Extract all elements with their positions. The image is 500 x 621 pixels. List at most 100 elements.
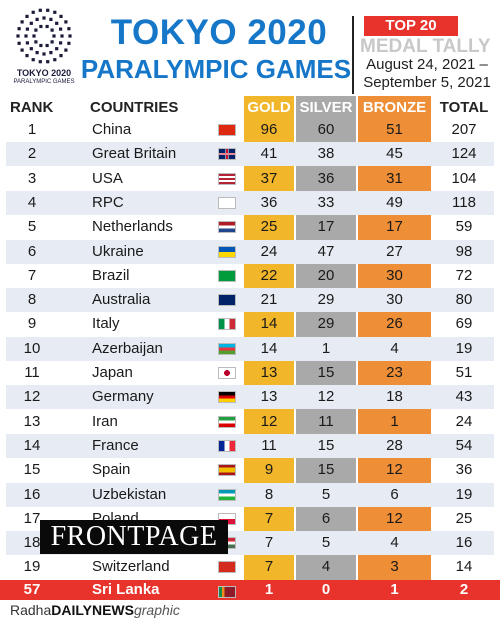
header: TOKYO 2020 PARALYMPIC GAMES TOKYO 2020 P… <box>0 0 500 96</box>
bronze-cell: 4 <box>390 534 399 552</box>
row-band <box>6 385 494 410</box>
country-cell: RPC <box>92 193 124 211</box>
country-cell: Germany <box>92 388 154 406</box>
country-cell: France <box>92 436 139 454</box>
australia-flag-icon <box>218 294 236 307</box>
country-cell: Spain <box>92 461 131 479</box>
rank-cell: 11 <box>24 364 40 381</box>
usa-flag-icon <box>218 172 236 185</box>
bronze-cell: 3 <box>390 558 399 576</box>
highlight-row: 57 Sri Lanka 1 0 1 2 <box>0 580 500 600</box>
emblem-dot <box>49 51 53 55</box>
gold-cell: 36 <box>260 193 278 211</box>
gold-cell: 7 <box>264 509 274 527</box>
japan-flag-icon <box>218 367 236 379</box>
logo-line2: PARALYMPIC GAMES <box>13 79 75 85</box>
silver-cell: 17 <box>317 218 335 236</box>
emblem-dot <box>38 8 42 12</box>
emblem-dot <box>46 8 50 12</box>
silver-cell: 12 <box>317 388 335 406</box>
emblem-dot <box>64 20 68 24</box>
total-cell: 72 <box>455 266 473 284</box>
row-band <box>6 239 494 264</box>
gold-cell: 9 <box>264 461 274 479</box>
total-cell: 43 <box>455 388 473 406</box>
credit-name: Radha <box>10 602 52 618</box>
gold-cell: 25 <box>260 218 278 236</box>
header-rank: RANK <box>10 99 54 116</box>
table-row: 4 RPC 36 33 49 118 <box>0 190 500 215</box>
emblem-dot <box>34 40 38 44</box>
table-row: 14 France 11 15 28 54 <box>0 433 500 458</box>
total-cell: 80 <box>455 291 473 309</box>
gold-cell: 12 <box>260 412 278 430</box>
total-cell: 19 <box>455 485 473 503</box>
silver-cell: 5 <box>321 485 331 503</box>
gold-cell: 8 <box>264 485 274 503</box>
emblem-dot <box>24 34 28 38</box>
bronze-cell: 4 <box>390 339 399 357</box>
spain-flag-icon <box>218 464 236 477</box>
silver-cell: 15 <box>317 461 335 479</box>
gold-cell: 14 <box>260 315 278 333</box>
emblem-dot <box>34 28 38 32</box>
bronze-cell: 26 <box>386 315 403 333</box>
silver-cell: 4 <box>321 558 331 576</box>
emblem-dot <box>55 21 59 25</box>
header-total: TOTAL <box>439 99 489 116</box>
iran-flag-icon <box>218 415 236 428</box>
row-band <box>6 482 494 507</box>
rank-cell: 4 <box>27 193 37 211</box>
emblem-dot <box>20 48 24 52</box>
total-cell: 59 <box>455 218 473 236</box>
emblem-dot <box>53 58 57 62</box>
page-title-line2: PARALYMPIC GAMES <box>80 54 352 84</box>
row-band <box>6 142 494 167</box>
gold-cell: 22 <box>260 266 278 284</box>
country-cell: Great Britain <box>92 145 177 163</box>
header-divider <box>352 16 354 94</box>
rank-cell: 9 <box>27 315 37 333</box>
emblem-dot <box>68 34 72 38</box>
table-row: 3 USA 37 36 31 104 <box>0 167 500 191</box>
rank-cell: 6 <box>27 242 37 260</box>
emblem-dot <box>42 16 46 20</box>
header-bronze: BRONZE <box>362 99 427 116</box>
table-row: 16 Uzbekistan 8 5 6 19 <box>0 482 500 507</box>
credit-suffix: graphic <box>133 602 180 618</box>
emblem-dot <box>64 48 68 52</box>
italy-flag-icon <box>218 318 236 331</box>
total-cell: 98 <box>455 242 473 260</box>
highlight-rank: 57 <box>23 581 41 598</box>
total-cell: 124 <box>451 145 477 163</box>
silver-cell: 1 <box>321 339 331 357</box>
logo-line1: TOKYO 2020 <box>16 68 72 78</box>
highlight-gold: 1 <box>264 581 274 598</box>
header-gold: GOLD <box>247 99 291 116</box>
gold-cell: 13 <box>260 364 278 381</box>
gold-cell: 96 <box>260 121 278 138</box>
rank-cell: 12 <box>23 388 41 406</box>
country-cell: Iran <box>92 412 118 430</box>
silver-cell: 6 <box>321 509 331 527</box>
rank-cell: 16 <box>23 485 41 503</box>
sri-lanka-flag-icon <box>218 586 236 598</box>
table-row: 11 Japan 13 15 23 51 <box>0 361 500 385</box>
bronze-cell: 30 <box>386 266 403 284</box>
rank-cell: 5 <box>27 218 37 236</box>
page-title-line1: TOKYO 2020 <box>110 13 328 52</box>
emblem-dot <box>20 20 24 24</box>
country-cell: Azerbaijan <box>92 339 163 357</box>
emblem-dot <box>25 27 29 31</box>
bronze-cell: 1 <box>390 412 399 430</box>
table-row: 2 Great Britain 41 38 45 124 <box>0 142 500 167</box>
emblem-dot <box>46 60 50 64</box>
silver-cell: 5 <box>321 534 331 552</box>
emblem-dot <box>38 60 42 64</box>
country-cell: Switzerland <box>92 558 170 576</box>
table-row: 7 Brazil 22 20 30 72 <box>0 264 500 288</box>
medal-tally-label: MEDAL TALLY <box>360 36 491 57</box>
silver-cell: 15 <box>317 364 335 381</box>
emblem-dot <box>17 41 21 45</box>
row-band <box>6 190 494 215</box>
